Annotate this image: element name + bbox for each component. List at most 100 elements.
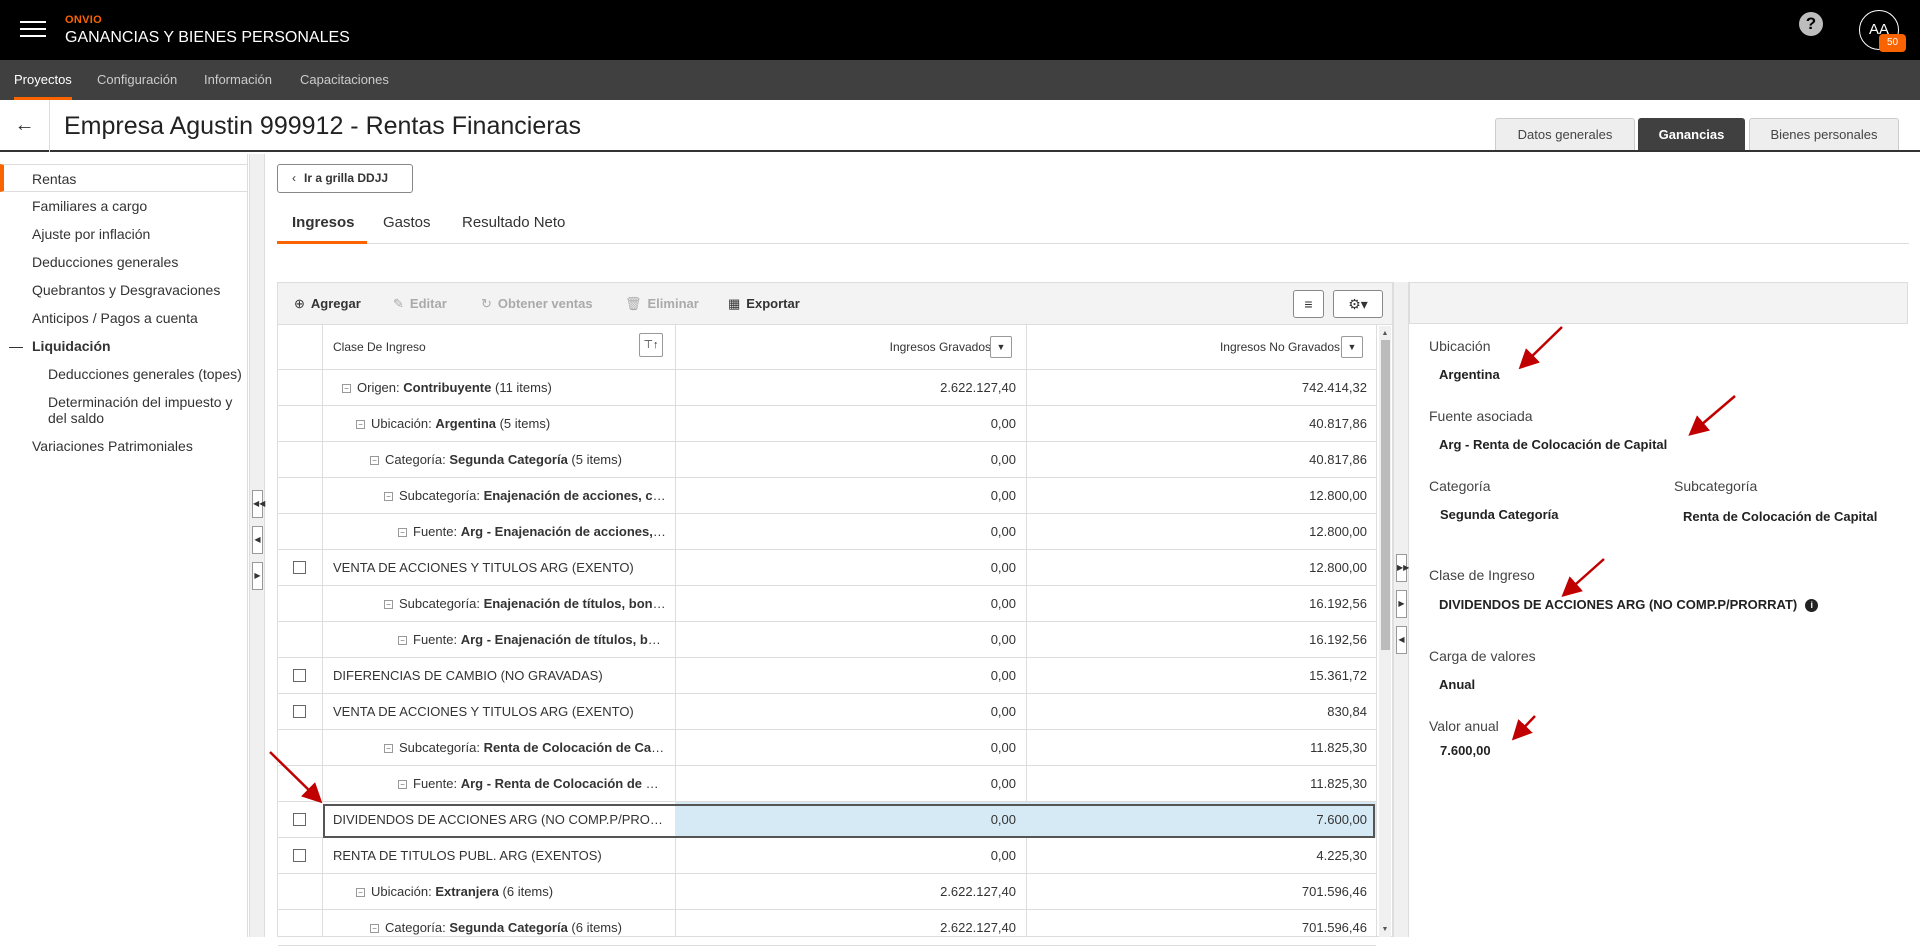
ingresos-no-gravados-cell: 742.414,32 xyxy=(1301,380,1367,395)
collapse-minus-icon[interactable]: − xyxy=(356,420,365,429)
row-checkbox[interactable] xyxy=(293,813,306,826)
ubicacion-label: Ubicación xyxy=(1429,338,1491,354)
tab-ganancias[interactable]: Ganancias xyxy=(1638,118,1745,150)
row-checkbox[interactable] xyxy=(293,849,306,862)
sidebar-item-deducciones-topes[interactable]: Deducciones generales (topes) xyxy=(48,366,242,382)
dropdown-caret-icon[interactable]: ▼ xyxy=(990,336,1012,358)
group-row[interactable]: − Categoría: Segunda Categoría (5 items) 0… xyxy=(278,442,1376,478)
collapse-minus-icon[interactable]: − xyxy=(342,384,351,393)
col-clase-ingreso[interactable]: Clase De Ingreso xyxy=(333,340,426,354)
row-checkbox[interactable] xyxy=(293,705,306,718)
add-button[interactable]: ⊕ Agregar xyxy=(294,296,361,311)
nav-informacion[interactable]: Información xyxy=(204,72,272,87)
group-cell: − Categoría: Segunda Categoría (5 items) xyxy=(370,442,668,478)
group-row[interactable]: − Subcategoría: Enajenación de acciones, … xyxy=(278,478,1376,514)
row-checkbox[interactable] xyxy=(293,561,306,574)
collapse-minus-icon[interactable]: − xyxy=(398,528,407,537)
ingresos-no-gravados-cell: 40.817,86 xyxy=(1309,416,1367,431)
ingresos-gravados-cell: 0,00 xyxy=(990,668,1016,683)
expand-right-icon[interactable]: ▶ xyxy=(252,562,263,590)
get-sales-button[interactable]: ↻ Obtener ventas xyxy=(481,296,593,311)
ingresos-no-gravados-cell: 15.361,72 xyxy=(1309,668,1367,683)
expand-right-icon[interactable]: ▶ xyxy=(1396,590,1407,618)
ingresos-no-gravados-cell: 830,84 xyxy=(1327,704,1367,719)
group-row[interactable]: − Subcategoría: Renta de Colocación de Ca… xyxy=(278,730,1376,766)
group-row[interactable]: − Fuente: Arg - Renta de Colocación de Ca… xyxy=(278,766,1376,802)
group-cell: − Fuente: Arg - Enajenación de acciones, … xyxy=(398,514,668,550)
sidebar-item-rentas[interactable]: Rentas xyxy=(0,164,248,192)
ingresos-no-gravados-cell: 40.817,86 xyxy=(1309,452,1367,467)
collapse-minus-icon[interactable]: − xyxy=(398,636,407,645)
group-row[interactable]: − Fuente: Arg - Enajenación de títulos, b… xyxy=(278,622,1376,658)
sidebar-item-determinacion[interactable]: Determinación del impuesto y del saldo xyxy=(48,394,233,426)
scroll-down-icon[interactable]: ▼ xyxy=(1381,926,1389,933)
settings-gear-icon[interactable]: ⚙▾ xyxy=(1333,290,1383,318)
scroll-up-icon[interactable]: ▲ xyxy=(1381,330,1389,337)
export-button[interactable]: ▦ Exportar xyxy=(728,296,800,311)
nav-capacitaciones[interactable]: Capacitaciones xyxy=(300,72,389,87)
row-checkbox[interactable] xyxy=(293,669,306,682)
edit-button[interactable]: ✎ Editar xyxy=(393,296,447,311)
back-arrow-icon[interactable]: ← xyxy=(0,100,50,152)
ingresos-gravados-cell: 0,00 xyxy=(990,740,1016,755)
tab-bienes-personales[interactable]: Bienes personales xyxy=(1749,118,1899,150)
sidebar-item-variaciones[interactable]: Variaciones Patrimoniales xyxy=(32,438,193,454)
delete-button[interactable]: 🗑 Eliminar xyxy=(625,296,699,311)
ingresos-no-gravados-cell: 16.192,56 xyxy=(1309,632,1367,647)
ir-grilla-ddjj-button[interactable]: ‹ Ir a grilla DDJJ xyxy=(277,164,413,193)
tab-ingresos[interactable]: Ingresos xyxy=(277,208,367,244)
detail-panel: Ubicación Argentina Fuente asociada Arg … xyxy=(1409,282,1908,937)
sidebar-item-ajuste-inflacion[interactable]: Ajuste por inflación xyxy=(32,226,151,242)
tab-datos-generales[interactable]: Datos generales xyxy=(1495,118,1635,150)
tab-gastos[interactable]: Gastos xyxy=(383,214,431,231)
tab-resultado-neto[interactable]: Resultado Neto xyxy=(462,214,566,231)
collapse-all-icon[interactable]: ◀◀ xyxy=(252,490,265,518)
group-row[interactable]: − Ubicación: Extranjera (6 items) 2.622.12… xyxy=(278,874,1376,910)
collapse-left-icon[interactable]: ◀ xyxy=(252,526,263,554)
sort-icon[interactable]: ⊤↑ xyxy=(639,333,663,357)
sidebar-item-familiares[interactable]: Familiares a cargo xyxy=(32,198,148,214)
collapse-minus-icon[interactable]: − xyxy=(370,456,379,465)
collapse-left-icon[interactable]: ◀ xyxy=(1396,626,1407,654)
ingresos-gravados-cell: 0,00 xyxy=(990,452,1016,467)
nav-configuracion[interactable]: Configuración xyxy=(97,72,178,87)
collapse-minus-icon[interactable]: − xyxy=(384,744,393,753)
group-row[interactable]: − Categoría: Segunda Categoría (6 items) 2… xyxy=(278,910,1376,946)
table-row[interactable]: DIFERENCIAS DE CAMBIO (NO GRAVADAS) 0,00 1… xyxy=(278,658,1376,694)
table-row[interactable]: VENTA DE ACCIONES Y TITULOS ARG (EXENTO)… xyxy=(278,694,1376,730)
group-row[interactable]: − Origen: Contribuyente (11 items) 2.622.1… xyxy=(278,370,1376,406)
sidebar-item-liquidacion[interactable]: Liquidación xyxy=(32,338,111,354)
group-row[interactable]: − Ubicación: Argentina (5 items) 0,00 40.81… xyxy=(278,406,1376,442)
collapse-dash-icon[interactable] xyxy=(9,347,23,348)
excel-icon: ▦ xyxy=(728,296,741,311)
right-splitter[interactable]: ▶▶ ▶ ◀ xyxy=(1393,282,1409,937)
table-row[interactable]: DIVIDENDOS DE ACCIONES ARG (NO COMP.P/PR… xyxy=(278,802,1376,838)
hamburger-menu-icon[interactable] xyxy=(20,16,46,42)
table-row[interactable]: RENTA DE TITULOS PUBL. ARG (EXENTOS) 0,00… xyxy=(278,838,1376,874)
page-header: ← Empresa Agustin 999912 - Rentas Financ… xyxy=(0,100,1920,152)
scrollbar-thumb[interactable] xyxy=(1381,340,1390,650)
ingresos-gravados-cell: 2.622.127,40 xyxy=(940,884,1016,899)
collapse-minus-icon[interactable]: − xyxy=(384,492,393,501)
help-icon[interactable]: ? xyxy=(1799,12,1823,36)
collapse-minus-icon[interactable]: − xyxy=(384,600,393,609)
collapse-minus-icon[interactable]: − xyxy=(370,924,379,933)
collapse-minus-icon[interactable]: − xyxy=(356,888,365,897)
categoria-label: Categoría xyxy=(1429,478,1491,494)
group-lines-icon[interactable]: ≡ xyxy=(1293,290,1324,318)
dropdown-caret-icon[interactable]: ▼ xyxy=(1341,336,1363,358)
sidebar-item-deducciones[interactable]: Deducciones generales xyxy=(32,254,179,270)
group-row[interactable]: − Fuente: Arg - Enajenación de acciones, … xyxy=(278,514,1376,550)
col-ingresos-no-gravados[interactable]: Ingresos No Gravados xyxy=(1219,340,1340,354)
left-splitter[interactable]: ◀◀ ◀ ▶ xyxy=(249,154,265,937)
collapse-minus-icon[interactable]: − xyxy=(398,780,407,789)
nav-proyectos[interactable]: Proyectos xyxy=(14,60,72,100)
col-ingresos-gravados[interactable]: Ingresos Gravados xyxy=(889,340,991,354)
expand-all-icon[interactable]: ▶▶ xyxy=(1396,554,1409,582)
group-cell: − Ubicación: Extranjera (6 items) xyxy=(356,874,668,910)
info-icon[interactable]: i xyxy=(1805,599,1819,612)
group-row[interactable]: − Subcategoría: Enajenación de títulos, b… xyxy=(278,586,1376,622)
table-row[interactable]: VENTA DE ACCIONES Y TITULOS ARG (EXENTO)… xyxy=(278,550,1376,586)
sidebar-item-anticipos[interactable]: Anticipos / Pagos a cuenta xyxy=(32,310,198,326)
sidebar-item-quebrantos[interactable]: Quebrantos y Desgravaciones xyxy=(32,282,221,298)
